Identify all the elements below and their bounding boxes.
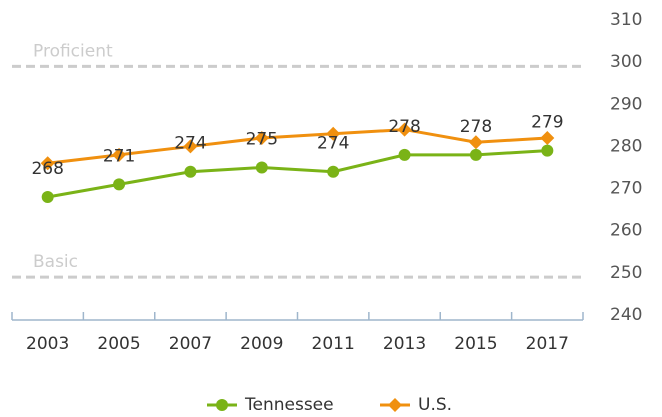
data-point — [541, 144, 554, 157]
data-point — [468, 135, 483, 150]
data-point — [327, 165, 340, 178]
data-point — [540, 131, 555, 145]
data-point — [112, 147, 127, 162]
x-tick-label: 2015 — [454, 334, 497, 354]
legend-label: U.S. — [418, 395, 452, 415]
y-tick-label: 250 — [610, 263, 642, 283]
reference-label: Basic — [33, 252, 78, 272]
y-tick-label: 300 — [610, 52, 642, 72]
legend-marker — [388, 398, 402, 412]
data-point — [184, 165, 197, 178]
data-label: 268 — [31, 159, 63, 179]
data-point — [397, 122, 412, 137]
x-tick-label: 2011 — [312, 334, 355, 354]
data-label: 279 — [531, 113, 563, 133]
x-tick-label: 2005 — [97, 334, 140, 354]
data-label: 274 — [174, 134, 206, 154]
y-tick-label: 280 — [610, 136, 642, 156]
reference-label: Proficient — [33, 41, 113, 61]
data-point — [183, 139, 198, 154]
y-tick-label: 260 — [610, 221, 642, 241]
data-point — [254, 131, 269, 145]
y-tick-label: 240 — [610, 305, 642, 325]
data-point — [40, 156, 55, 171]
data-label: 274 — [317, 134, 349, 154]
y-tick-label: 290 — [610, 94, 642, 114]
x-tick-label: 2017 — [526, 334, 569, 354]
y-tick-label: 270 — [610, 179, 642, 199]
x-tick-label: 2003 — [26, 334, 69, 354]
series-line — [47, 128, 548, 165]
legend-label: Tennessee — [244, 395, 334, 415]
data-point — [469, 148, 482, 161]
data-point — [326, 126, 341, 141]
data-point — [41, 191, 54, 203]
data-point — [398, 148, 411, 161]
data-label: 278 — [460, 117, 492, 137]
data-label: 275 — [246, 130, 278, 150]
data-label: 271 — [103, 146, 135, 166]
x-tick-label: 2013 — [383, 334, 426, 354]
data-point — [113, 178, 126, 191]
x-tick-label: 2009 — [240, 334, 283, 354]
legend-marker — [216, 399, 228, 411]
data-point — [255, 161, 268, 174]
x-tick-label: 2007 — [169, 334, 212, 354]
y-tick-label: 310 — [610, 10, 642, 30]
data-label: 278 — [388, 117, 420, 137]
series-line — [47, 149, 548, 199]
